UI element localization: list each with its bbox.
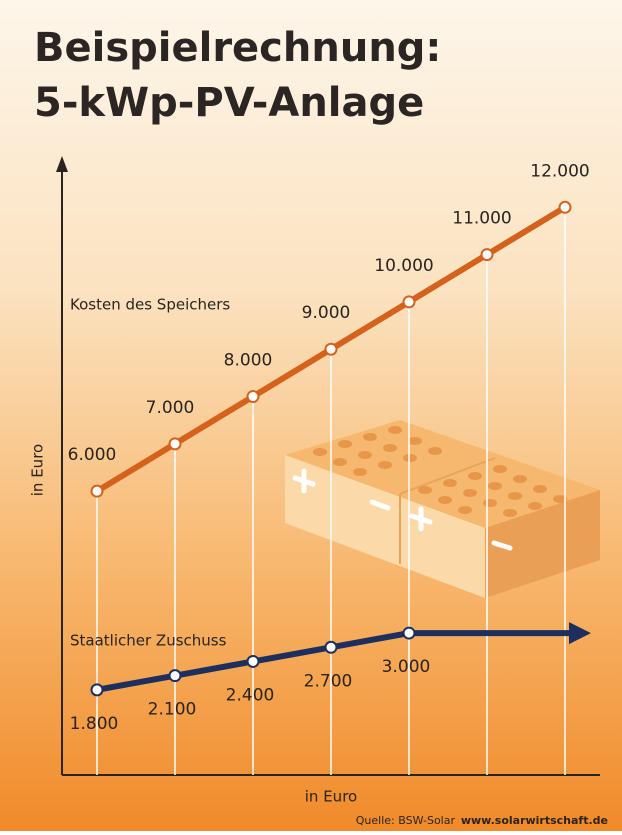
data-point: [326, 344, 337, 355]
data-label: 3.000: [382, 657, 431, 677]
data-label: 1.800: [70, 714, 119, 734]
chart: Beispielrechnung: 5-kWp-PV-Anlage in Eur…: [0, 0, 622, 831]
data-point: [482, 249, 493, 260]
data-point: [560, 202, 571, 213]
data-label: 2.400: [226, 685, 275, 705]
data-point: [92, 486, 103, 497]
data-point: [404, 628, 415, 639]
data-label: 9.000: [302, 303, 351, 323]
chart-subtitle: 5-kWp-PV-Anlage: [34, 80, 424, 126]
series-label: Kosten des Speichers: [70, 296, 230, 314]
data-point: [326, 642, 337, 653]
data-point: [92, 684, 103, 695]
data-point: [170, 670, 181, 681]
chart-title: Beispielrechnung:: [34, 25, 441, 71]
data-label: 6.000: [68, 445, 117, 465]
x-axis-label: in Euro: [305, 788, 357, 806]
series-label: Staatlicher Zuschuss: [70, 632, 227, 650]
data-label: 11.000: [452, 209, 511, 229]
y-axis-label: in Euro: [29, 444, 47, 496]
data-point: [170, 438, 181, 449]
data-label: 2.700: [304, 671, 353, 691]
source: Quelle: BSW-Solar: [356, 814, 456, 827]
data-label: 12.000: [530, 161, 589, 181]
source-url: www.solarwirtschaft.de: [461, 814, 608, 827]
data-label: 10.000: [374, 256, 433, 276]
data-point: [404, 296, 415, 307]
data-label: 2.100: [148, 700, 197, 720]
data-point: [248, 391, 259, 402]
data-point: [248, 656, 259, 667]
data-label: 7.000: [146, 398, 195, 418]
data-label: 8.000: [224, 351, 273, 371]
